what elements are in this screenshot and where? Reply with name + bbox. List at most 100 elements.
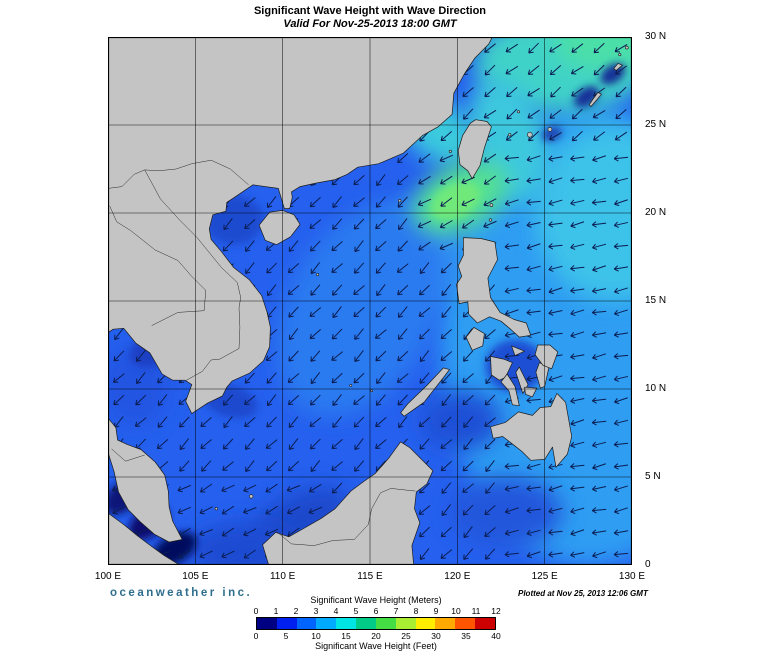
wave-direction-arrow bbox=[592, 441, 607, 448]
wave-direction-arrow bbox=[526, 287, 541, 294]
wave-direction-arrow bbox=[243, 549, 256, 559]
wave-direction-arrow bbox=[504, 463, 519, 470]
legend-meters-tick: 6 bbox=[373, 606, 379, 616]
wave-direction-arrow bbox=[418, 175, 431, 185]
wave-direction-arrow bbox=[484, 329, 496, 339]
wave-direction-arrow bbox=[504, 485, 519, 492]
wave-direction-arrow bbox=[549, 131, 562, 141]
wave-direction-arrow bbox=[135, 372, 146, 384]
wave-direction-arrow bbox=[548, 507, 563, 514]
wave-direction-arrow bbox=[571, 43, 584, 53]
wave-direction-arrow bbox=[375, 439, 387, 449]
landmass-bohol bbox=[524, 386, 538, 398]
legend-feet-label: Significant Wave Height (Feet) bbox=[315, 641, 437, 651]
wave-direction-arrow bbox=[462, 395, 474, 406]
wave-direction-arrow bbox=[418, 241, 431, 251]
wave-direction-arrow bbox=[179, 438, 190, 451]
island-dot bbox=[624, 45, 629, 50]
graticule-grid bbox=[108, 37, 632, 565]
wave-direction-arrow bbox=[288, 306, 299, 318]
plotted-at-note: Plotted at Nov 25, 2013 12:06 GMT bbox=[518, 589, 648, 598]
wave-direction-arrow bbox=[548, 529, 563, 536]
wave-direction-arrow bbox=[375, 394, 386, 406]
lon-label: 110 E bbox=[269, 571, 296, 582]
landmass-okinawa bbox=[588, 92, 602, 107]
legend-color-segment bbox=[475, 618, 495, 629]
wave-direction-arrow bbox=[376, 284, 386, 297]
landmass-sumatra bbox=[108, 512, 180, 565]
wave-direction-arrow bbox=[592, 551, 607, 559]
legend-feet-tick: 5 bbox=[283, 631, 289, 641]
wave-direction-arrow bbox=[462, 483, 474, 493]
legend-feet-tick: 10 bbox=[311, 631, 321, 641]
wave-direction-arrow bbox=[613, 243, 629, 250]
wave-direction-arrow bbox=[398, 416, 408, 429]
island-dot bbox=[488, 218, 493, 222]
wave-direction-arrow bbox=[613, 331, 629, 338]
wave-direction-arrow bbox=[354, 438, 364, 451]
wave-direction-arrow bbox=[504, 529, 519, 536]
wave-direction-arrow bbox=[504, 199, 519, 207]
wave-direction-arrow bbox=[375, 417, 387, 428]
legend-color-segment bbox=[455, 618, 476, 629]
legend-color-segment bbox=[316, 618, 337, 629]
country-border bbox=[111, 448, 145, 462]
wave-direction-arrow bbox=[504, 353, 519, 360]
wave-direction-arrow bbox=[614, 507, 628, 515]
wave-direction-arrow bbox=[354, 328, 364, 340]
country-border bbox=[109, 205, 207, 326]
wave-direction-arrow bbox=[485, 460, 495, 472]
wave-direction-arrow bbox=[592, 265, 606, 273]
island-dot bbox=[618, 53, 622, 57]
lat-label: 10 N bbox=[645, 383, 667, 394]
wave-direction-arrow bbox=[310, 262, 321, 275]
wave-direction-arrow bbox=[199, 506, 213, 515]
country-border bbox=[108, 159, 249, 189]
wave-direction-arrow bbox=[287, 285, 300, 295]
wave-direction-arrow bbox=[592, 463, 606, 471]
wave-direction-arrow bbox=[440, 351, 453, 361]
wave-direction-arrow bbox=[221, 550, 235, 559]
wave-direction-arrow bbox=[613, 265, 629, 272]
country-border bbox=[144, 169, 241, 382]
wave-direction-arrow bbox=[244, 240, 255, 252]
land-layer bbox=[108, 37, 629, 565]
wave-direction-arrow bbox=[613, 419, 629, 426]
wave-direction-arrow bbox=[353, 416, 365, 428]
lat-label: 0 bbox=[645, 559, 651, 570]
wave-direction-arrow bbox=[309, 438, 321, 450]
wave-direction-arrow bbox=[504, 507, 519, 515]
wave-direction-arrow bbox=[200, 439, 212, 449]
wave-direction-arrow bbox=[548, 331, 563, 338]
legend-meters-tick: 4 bbox=[333, 606, 339, 616]
wave-direction-arrow bbox=[548, 375, 563, 383]
wave-direction-arrow bbox=[440, 197, 453, 207]
wave-direction-arrow bbox=[548, 265, 563, 272]
wave-direction-arrow bbox=[484, 87, 496, 98]
wave-direction-arrow bbox=[484, 504, 496, 516]
wave-direction-arrow bbox=[591, 287, 607, 294]
wave-direction-arrow bbox=[134, 417, 147, 427]
wave-direction-arrow bbox=[286, 506, 301, 515]
wave-direction-arrow bbox=[397, 196, 408, 208]
wave-direction-arrow bbox=[441, 482, 452, 494]
landmass-amami bbox=[613, 63, 623, 71]
chart-subtitle: Valid For Nov-25-2013 18:00 GMT bbox=[283, 18, 457, 30]
wave-direction-arrow bbox=[200, 417, 212, 428]
wave-direction-arrow bbox=[222, 438, 234, 450]
wave-direction-arrow bbox=[570, 397, 585, 404]
wave-direction-arrow bbox=[593, 131, 606, 141]
wave-direction-arrow bbox=[614, 397, 628, 405]
wave-direction-arrow bbox=[397, 394, 408, 406]
wave-direction-arrow bbox=[506, 87, 518, 98]
lat-label: 25 N bbox=[645, 119, 667, 130]
wave-direction-arrow bbox=[376, 174, 386, 187]
wave-direction-arrow bbox=[397, 240, 408, 252]
wave-direction-arrow bbox=[528, 42, 540, 54]
wave-direction-arrow bbox=[570, 243, 585, 250]
wave-direction-arrow bbox=[613, 177, 629, 184]
wave-direction-arrow bbox=[245, 262, 255, 274]
wave-direction-arrow bbox=[570, 287, 585, 294]
legend-color-segment bbox=[276, 618, 297, 629]
wave-direction-arrow bbox=[463, 548, 474, 560]
